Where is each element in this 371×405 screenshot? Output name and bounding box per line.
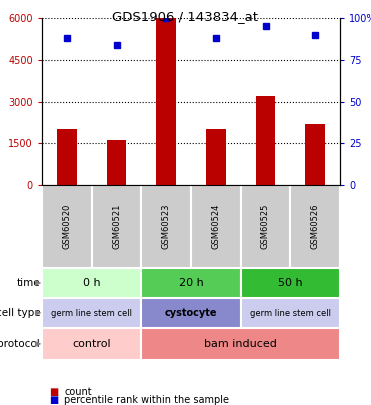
Bar <box>42 328 141 360</box>
Bar <box>290 185 340 268</box>
Bar <box>156 18 176 185</box>
Text: bam induced: bam induced <box>204 339 277 349</box>
Text: time: time <box>17 278 40 288</box>
Text: ▶: ▶ <box>35 279 42 288</box>
Text: control: control <box>72 339 111 349</box>
Bar <box>241 298 340 328</box>
Text: 0 h: 0 h <box>83 278 101 288</box>
Text: cell type: cell type <box>0 308 40 318</box>
Text: ▶: ▶ <box>35 309 42 318</box>
Text: 50 h: 50 h <box>278 278 303 288</box>
Bar <box>141 328 340 360</box>
Text: GSM60524: GSM60524 <box>211 204 220 249</box>
Text: GDS1906 / 143834_at: GDS1906 / 143834_at <box>112 10 259 23</box>
Text: GSM60523: GSM60523 <box>162 204 171 249</box>
Text: ▶: ▶ <box>35 339 42 348</box>
Text: 20 h: 20 h <box>178 278 203 288</box>
Text: cystocyte: cystocyte <box>165 308 217 318</box>
Text: GSM60521: GSM60521 <box>112 204 121 249</box>
Text: ■: ■ <box>49 395 59 405</box>
Text: germ line stem cell: germ line stem cell <box>51 309 132 318</box>
Bar <box>141 268 241 298</box>
Bar <box>206 129 226 185</box>
Text: germ line stem cell: germ line stem cell <box>250 309 331 318</box>
Bar <box>92 185 141 268</box>
Bar <box>106 141 127 185</box>
Bar <box>57 129 77 185</box>
Bar <box>141 185 191 268</box>
Text: GSM60520: GSM60520 <box>62 204 71 249</box>
Bar <box>241 185 290 268</box>
Bar <box>42 268 141 298</box>
Bar <box>42 298 141 328</box>
Bar <box>305 124 325 185</box>
Bar <box>191 185 241 268</box>
Text: protocol: protocol <box>0 339 40 349</box>
Bar <box>241 268 340 298</box>
Text: percentile rank within the sample: percentile rank within the sample <box>64 395 229 405</box>
Text: ■: ■ <box>49 387 59 397</box>
Bar <box>42 185 92 268</box>
Text: GSM60526: GSM60526 <box>311 204 320 249</box>
Bar <box>256 96 275 185</box>
Bar <box>141 298 241 328</box>
Text: count: count <box>64 387 92 397</box>
Text: GSM60525: GSM60525 <box>261 204 270 249</box>
